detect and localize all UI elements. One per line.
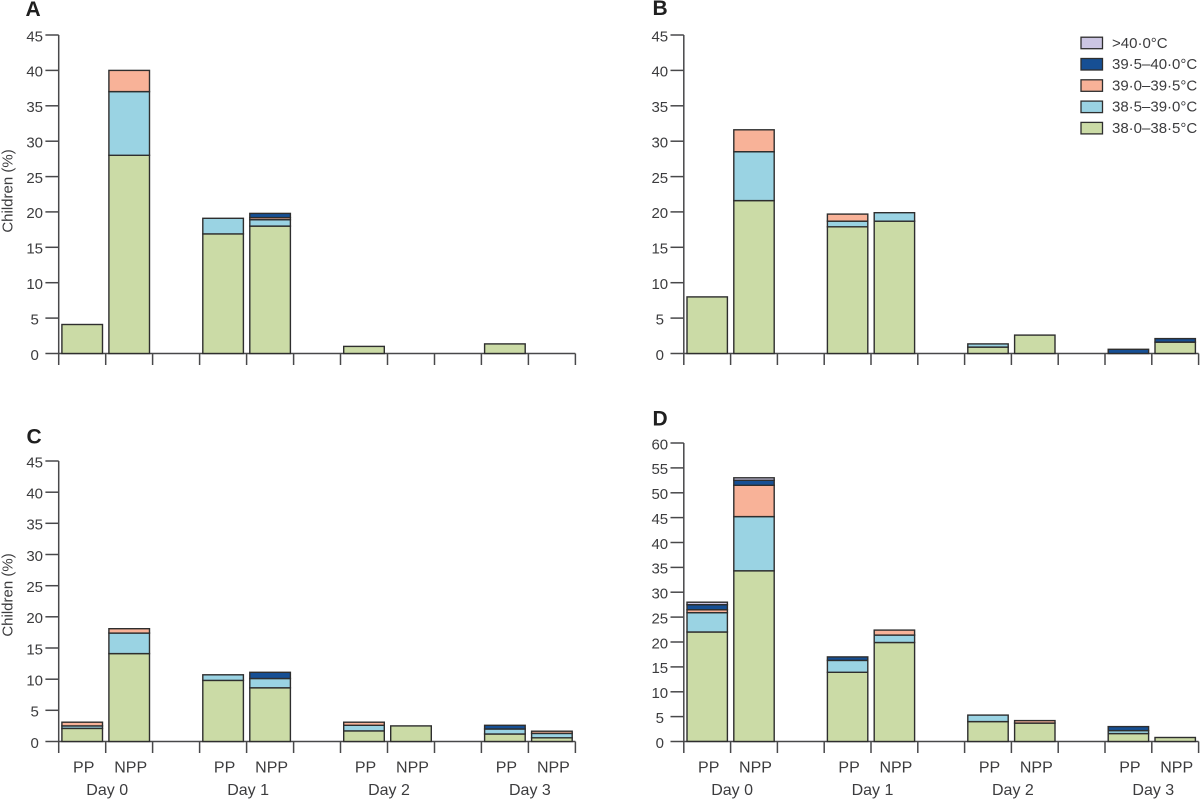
svg-text:40: 40 <box>26 64 43 81</box>
svg-text:NPP: NPP <box>879 760 912 777</box>
svg-text:5: 5 <box>656 710 664 727</box>
svg-text:Day 0: Day 0 <box>711 782 753 799</box>
svg-text:45: 45 <box>651 511 668 528</box>
svg-text:10: 10 <box>26 276 43 293</box>
svg-text:35: 35 <box>651 99 668 116</box>
svg-text:0: 0 <box>31 347 39 364</box>
svg-text:PP: PP <box>496 760 517 777</box>
svg-text:NPP: NPP <box>1020 760 1053 777</box>
svg-text:20: 20 <box>651 205 668 222</box>
svg-text:35: 35 <box>651 561 668 578</box>
svg-text:PP: PP <box>1119 760 1140 777</box>
svg-text:25: 25 <box>651 610 668 627</box>
svg-text:55: 55 <box>651 461 668 478</box>
svg-text:NPP: NPP <box>739 760 772 777</box>
svg-text:0: 0 <box>656 347 664 364</box>
svg-text:A: A <box>26 0 41 21</box>
svg-text:NPP: NPP <box>396 760 429 777</box>
svg-text:5: 5 <box>31 311 39 328</box>
svg-text:NPP: NPP <box>255 760 288 777</box>
svg-text:>40·0°C: >40·0°C <box>1112 35 1168 52</box>
svg-text:0: 0 <box>656 735 664 752</box>
svg-text:15: 15 <box>651 660 668 677</box>
svg-text:20: 20 <box>26 205 43 222</box>
svg-text:PP: PP <box>214 760 235 777</box>
svg-text:45: 45 <box>26 454 43 471</box>
svg-text:Day 3: Day 3 <box>509 782 551 799</box>
svg-text:15: 15 <box>26 241 43 258</box>
svg-text:5: 5 <box>656 311 664 328</box>
svg-text:25: 25 <box>651 170 668 187</box>
svg-text:0: 0 <box>31 735 39 752</box>
svg-text:Day 2: Day 2 <box>368 782 410 799</box>
svg-text:30: 30 <box>651 586 668 603</box>
svg-text:10: 10 <box>26 673 43 690</box>
svg-text:40: 40 <box>26 486 43 503</box>
svg-text:Day 1: Day 1 <box>227 782 269 799</box>
svg-text:PP: PP <box>838 760 859 777</box>
svg-text:PP: PP <box>979 760 1000 777</box>
svg-text:Day 3: Day 3 <box>1132 782 1174 799</box>
svg-text:10: 10 <box>651 685 668 702</box>
svg-text:40: 40 <box>651 64 668 81</box>
svg-text:45: 45 <box>26 28 43 45</box>
svg-text:PP: PP <box>355 760 376 777</box>
svg-text:25: 25 <box>26 579 43 596</box>
svg-text:39·0–39·5°C: 39·0–39·5°C <box>1112 77 1197 94</box>
svg-text:PP: PP <box>73 760 94 777</box>
svg-text:Day 1: Day 1 <box>852 782 894 799</box>
svg-text:35: 35 <box>26 99 43 116</box>
svg-text:35: 35 <box>26 517 43 534</box>
svg-text:30: 30 <box>26 135 43 152</box>
svg-text:Day 0: Day 0 <box>86 782 128 799</box>
svg-text:25: 25 <box>26 170 43 187</box>
svg-text:20: 20 <box>651 635 668 652</box>
svg-text:30: 30 <box>651 135 668 152</box>
svg-text:20: 20 <box>26 610 43 627</box>
svg-text:NPP: NPP <box>537 760 570 777</box>
svg-text:10: 10 <box>651 276 668 293</box>
svg-text:60: 60 <box>651 436 668 453</box>
svg-text:30: 30 <box>26 548 43 565</box>
svg-text:38·5–39·0°C: 38·5–39·0°C <box>1112 99 1197 116</box>
svg-text:C: C <box>27 426 42 449</box>
svg-text:Day 2: Day 2 <box>992 782 1034 799</box>
svg-text:39·5–40·0°C: 39·5–40·0°C <box>1112 56 1197 73</box>
svg-text:45: 45 <box>651 28 668 45</box>
svg-text:38·0–38·5°C: 38·0–38·5°C <box>1112 120 1197 137</box>
svg-text:Children (%): Children (%) <box>0 553 17 636</box>
svg-text:50: 50 <box>651 486 668 503</box>
svg-text:PP: PP <box>698 760 719 777</box>
svg-text:NPP: NPP <box>1160 760 1193 777</box>
svg-text:Children (%): Children (%) <box>0 149 17 232</box>
svg-text:15: 15 <box>26 641 43 658</box>
svg-text:D: D <box>653 408 668 431</box>
svg-text:5: 5 <box>31 704 39 721</box>
svg-text:B: B <box>653 0 668 20</box>
svg-text:15: 15 <box>651 241 668 258</box>
svg-text:NPP: NPP <box>114 760 147 777</box>
svg-text:40: 40 <box>651 536 668 553</box>
